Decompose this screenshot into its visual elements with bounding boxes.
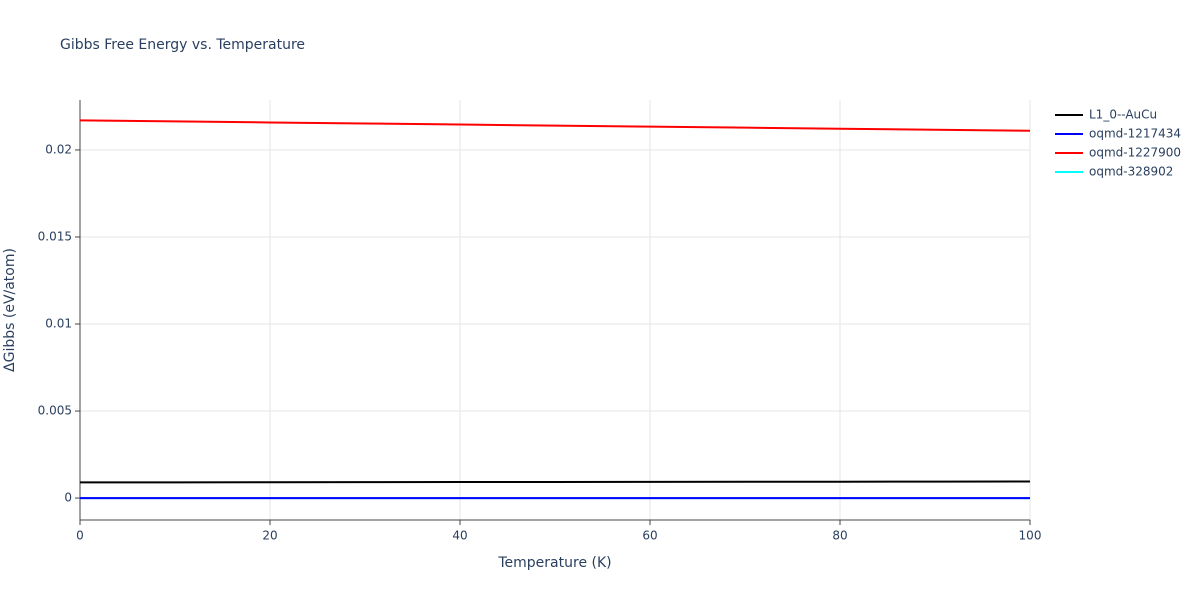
y-tick-label: 0.01 bbox=[45, 317, 72, 331]
y-tick-label: 0.02 bbox=[45, 142, 72, 156]
series-line bbox=[79, 480, 1031, 484]
x-tick-label: 100 bbox=[1019, 529, 1042, 543]
legend-label: oqmd-1217434 bbox=[1089, 127, 1181, 141]
y-tick-label: 0.015 bbox=[38, 229, 72, 243]
legend-label: oqmd-1227900 bbox=[1089, 146, 1181, 160]
y-axis-label: ΔGibbs (eV/atom) bbox=[2, 248, 18, 372]
x-axis-label: Temperature (K) bbox=[497, 555, 611, 571]
legend-label: oqmd-328902 bbox=[1089, 165, 1173, 179]
y-tick-label: 0.005 bbox=[38, 404, 72, 418]
x-tick-label: 20 bbox=[262, 529, 277, 543]
x-tick-label: 40 bbox=[452, 529, 467, 543]
chart-title: Gibbs Free Energy vs. Temperature bbox=[60, 37, 305, 53]
legend-label: L1_0--AuCu bbox=[1089, 108, 1157, 122]
x-tick-label: 0 bbox=[76, 529, 84, 543]
x-tick-label: 80 bbox=[832, 529, 847, 543]
series-line bbox=[79, 119, 1031, 132]
y-tick-label: 0 bbox=[64, 491, 72, 505]
x-tick-label: 60 bbox=[642, 529, 657, 543]
